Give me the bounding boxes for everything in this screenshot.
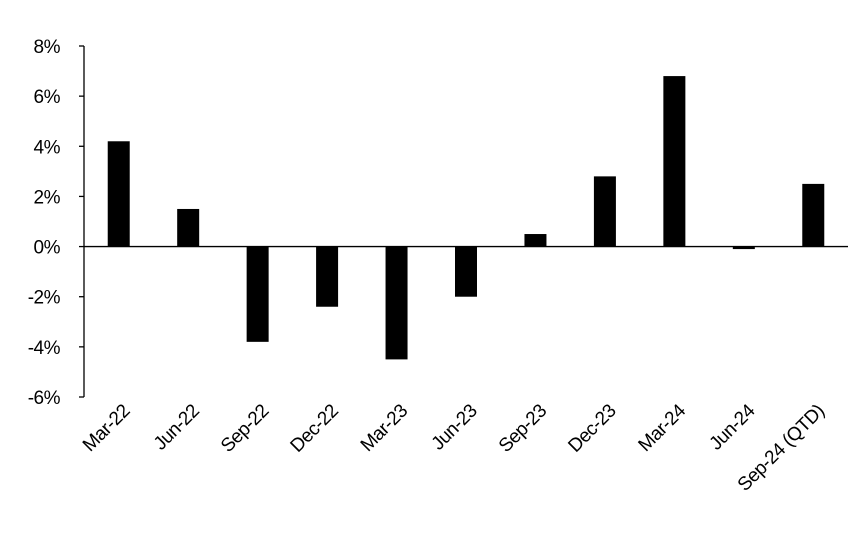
- bar-sep-24-qtd-: [802, 183, 825, 247]
- y-tick-label: 2%: [34, 187, 61, 208]
- bar-sep-22: [246, 246, 269, 342]
- bar-dec-22: [316, 246, 339, 307]
- y-tick-label: 8%: [34, 37, 61, 58]
- y-tick-label: -6%: [28, 388, 61, 409]
- x-tick-label: Sep-23: [495, 401, 551, 457]
- bar-jun-23: [455, 246, 477, 297]
- y-tick-label: -4%: [28, 338, 61, 359]
- bar-jun-24: [732, 246, 755, 250]
- bar-dec-23: [593, 176, 616, 247]
- x-tick-label: Jun-24: [706, 400, 760, 454]
- x-tick-label: Sep-22: [217, 401, 273, 457]
- x-tick-label: Mar-23: [357, 401, 412, 456]
- y-tick-label: 4%: [34, 137, 61, 158]
- x-tick-label: Jun-22: [150, 401, 204, 455]
- bar-jun-22: [177, 208, 200, 247]
- bar-mar-23: [385, 246, 408, 360]
- y-tick-label: -2%: [28, 288, 61, 309]
- x-tick-label: Mar-22: [79, 401, 134, 456]
- x-tick-label: Dec-23: [564, 401, 620, 457]
- x-tick-label: Dec-22: [287, 401, 343, 457]
- bar-mar-24: [663, 76, 686, 247]
- y-tick-label: 6%: [34, 87, 61, 108]
- bar-sep-23: [524, 234, 547, 247]
- y-tick-label: 0%: [34, 238, 61, 259]
- bar-mar-22: [107, 141, 130, 247]
- x-tick-label: Jun-23: [428, 401, 482, 455]
- x-tick-label: Mar-24: [635, 400, 691, 456]
